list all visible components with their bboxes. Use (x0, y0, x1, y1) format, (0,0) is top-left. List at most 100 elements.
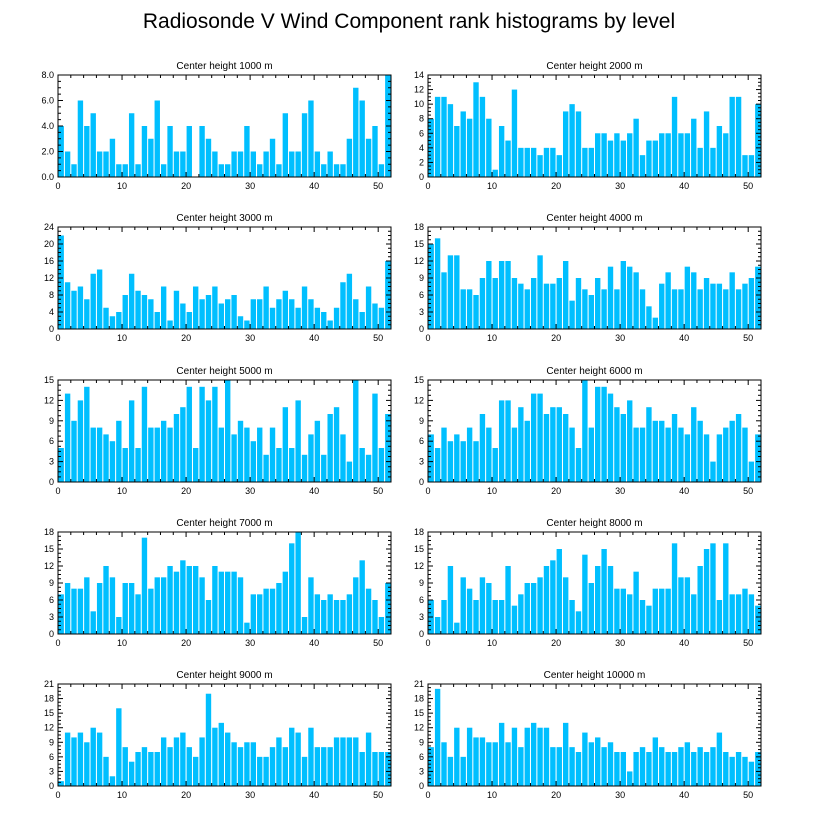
panel-title: Center height 3000 m (176, 213, 272, 224)
histogram-bar (109, 138, 116, 177)
histogram-panel: Center height 9000 m 0 10 20 30 40 50 0 3 6 9 12 15 1… (44, 670, 392, 800)
histogram-bar (180, 303, 186, 329)
x-tick-label: 50 (373, 181, 383, 191)
histogram-bar (595, 386, 601, 482)
histogram-bar (454, 727, 460, 786)
histogram-bar (308, 100, 314, 177)
histogram-bar (684, 434, 691, 482)
histogram-bar (321, 747, 327, 786)
histogram-bar (263, 756, 269, 786)
histogram-bar (511, 89, 518, 177)
y-tick-label: 3 (419, 766, 424, 776)
x-tick-label: 50 (743, 790, 753, 800)
histogram-panel: Center height 5000 m 0 10 20 30 40 50 0 3 6 9 12 15 (44, 366, 392, 496)
histogram-bar (77, 100, 84, 177)
histogram-bar (524, 727, 530, 786)
histogram-bar (595, 133, 601, 177)
histogram-panel: Center height 8000 m 0 10 20 30 40 50 0 3 6 9 12 15 1… (414, 518, 762, 648)
y-tick-label: 3 (49, 457, 54, 467)
histogram-bar (154, 312, 160, 329)
x-tick-label: 20 (551, 333, 561, 343)
histogram-bar (620, 752, 627, 786)
y-tick-label: 0 (49, 324, 54, 334)
histogram-bar (148, 138, 154, 177)
histogram-bar (710, 747, 716, 786)
x-tick-label: 20 (551, 790, 561, 800)
histogram-bar (742, 155, 748, 177)
histogram-bar (524, 420, 530, 482)
histogram-bar (639, 289, 646, 329)
x-tick-label: 20 (181, 638, 191, 648)
histogram-bar (601, 549, 607, 634)
histogram-bar (678, 577, 684, 634)
histogram-bar (333, 407, 340, 482)
histogram-bar (620, 261, 627, 329)
histogram-bar (479, 278, 486, 329)
histogram-bar (729, 420, 735, 482)
histogram-bar (646, 306, 652, 329)
y-tick-label: 8.0 (41, 70, 54, 80)
histogram-bar (250, 151, 257, 177)
histogram-bar (466, 118, 473, 177)
histogram-bar (703, 434, 710, 482)
histogram-bar (543, 283, 550, 329)
histogram-bar (333, 737, 340, 786)
y-tick-label: 24 (44, 222, 54, 232)
histogram-bar (186, 566, 192, 634)
histogram-bar (498, 400, 505, 482)
histogram-bar (454, 622, 460, 634)
histogram-bar (601, 747, 607, 786)
histogram-bar (723, 752, 729, 786)
histogram-bar (716, 126, 723, 177)
y-tick-label: 10 (414, 99, 424, 109)
histogram-bar (614, 588, 620, 634)
histogram-bar (173, 737, 180, 786)
histogram-bar (173, 571, 180, 634)
histogram-bar (365, 588, 372, 634)
histogram-bar (282, 407, 289, 482)
histogram-bar (359, 312, 365, 329)
histogram-bar (441, 96, 447, 177)
histogram-bar (359, 560, 365, 634)
histogram-bar (486, 261, 492, 329)
x-tick-label: 50 (373, 638, 383, 648)
histogram-bar (192, 448, 199, 482)
histogram-bar (697, 747, 703, 786)
histogram-bar (595, 566, 601, 634)
histogram-bar (141, 747, 148, 786)
y-tick-label: 3 (419, 612, 424, 622)
histogram-bar (710, 147, 716, 177)
histogram-bar (71, 164, 77, 177)
histogram-bar (530, 583, 537, 634)
x-tick-label: 30 (615, 333, 625, 343)
histogram-bar (556, 407, 562, 482)
histogram-bar (473, 737, 479, 786)
histogram-panel: Center height 4000 m 0 10 20 30 40 50 0 3 6 9 12 15 1… (414, 213, 762, 343)
y-tick-label: 12 (414, 256, 424, 266)
histogram-bar (620, 414, 627, 482)
histogram-bar (575, 278, 582, 329)
histogram-bar (225, 164, 231, 177)
histogram-bar (646, 140, 652, 177)
histogram-bar (434, 238, 441, 329)
histogram-bar (735, 414, 742, 482)
histogram-bar (691, 272, 697, 329)
histogram-bar (518, 594, 524, 634)
x-tick-label: 0 (425, 790, 430, 800)
histogram-bar (353, 380, 359, 482)
histogram-bar (160, 420, 167, 482)
histogram-bar (250, 742, 257, 786)
histogram-bar (473, 82, 479, 177)
histogram-bar (321, 164, 327, 177)
histogram-bar (186, 312, 192, 329)
x-tick-label: 20 (181, 486, 191, 496)
histogram-bar (378, 448, 385, 482)
x-tick-label: 30 (245, 638, 255, 648)
histogram-bar (530, 393, 537, 482)
histogram-bar (505, 742, 511, 786)
histogram-bar (550, 560, 556, 634)
histogram-bar (575, 611, 582, 634)
histogram-bar (301, 756, 308, 786)
y-tick-label: 2 (419, 157, 424, 167)
histogram-bar (122, 583, 128, 634)
